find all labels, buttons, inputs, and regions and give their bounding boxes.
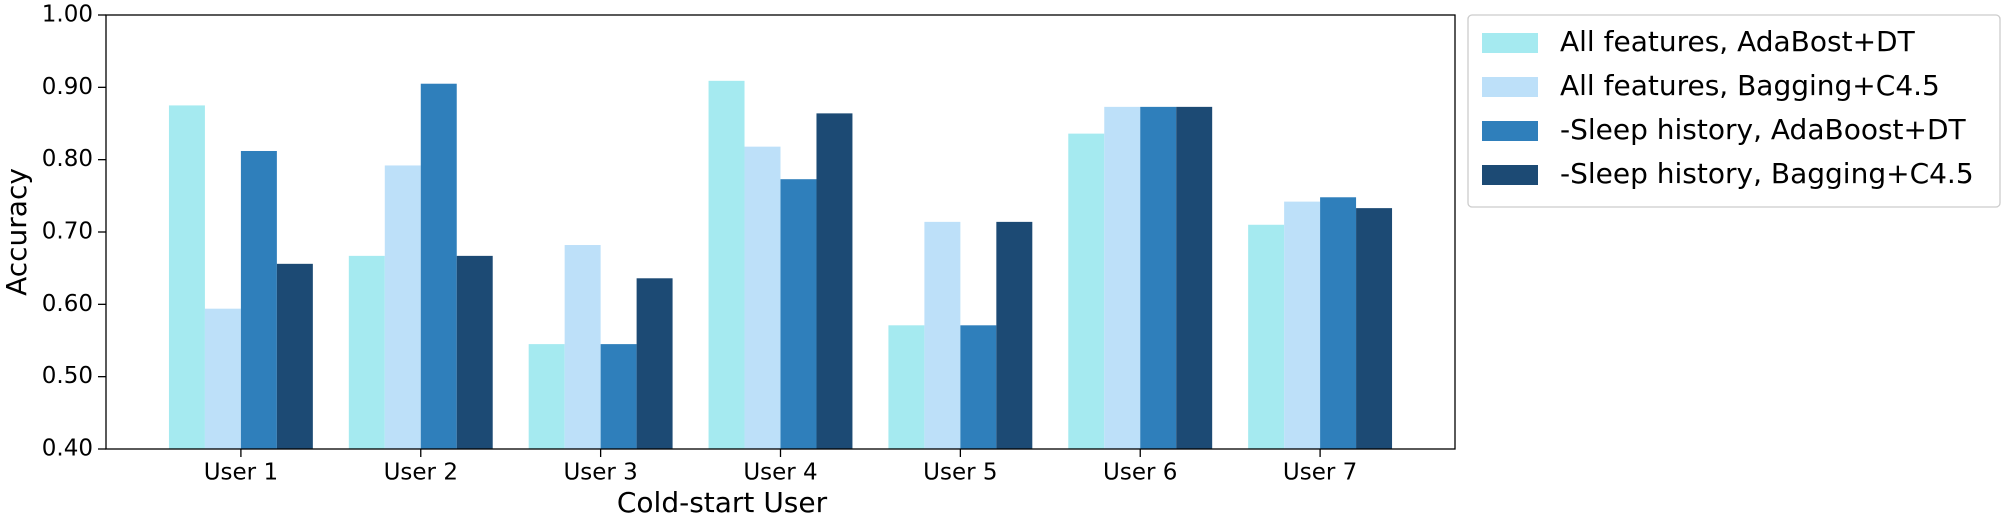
bar [168,105,205,450]
bar [564,245,601,449]
legend-swatch [1482,33,1538,53]
y-tick-label: 0.70 [42,219,93,245]
bar [708,80,745,449]
bar [1248,224,1285,449]
bar [636,278,673,449]
bar [420,83,457,449]
bar [924,221,961,449]
x-tick-label: User 7 [1283,460,1357,486]
bar [528,344,565,449]
legend-label: All features, AdaBost+DT [1560,25,1916,58]
y-axis-label: Accuracy [0,168,33,296]
legend-label: -Sleep history, Bagging+C4.5 [1560,157,1974,190]
y-tick-label: 0.50 [42,363,93,389]
x-tick-label: User 3 [563,460,637,486]
y-tick-label: 0.90 [42,74,93,100]
bar [240,150,277,449]
y-tick-label: 0.80 [42,146,93,172]
bar [204,308,241,449]
bar [1176,106,1213,449]
bar [276,263,313,449]
bar [348,255,385,449]
x-tick-label: User 6 [1103,460,1177,486]
legend-label: All features, Bagging+C4.5 [1560,69,1940,102]
plot-frame [105,14,1456,450]
bar [780,179,817,450]
x-axis-label: Cold-start User [617,486,828,519]
bar [1068,133,1105,450]
legend-swatch [1482,77,1538,97]
x-tick-label: User 1 [204,460,278,486]
bar [744,146,781,449]
bar [1284,201,1321,449]
bar [384,165,421,449]
legend-swatch [1482,121,1538,141]
x-tick-label: User 4 [743,460,817,486]
bar [1320,197,1357,449]
bar [996,221,1033,449]
bar [1356,208,1393,449]
legend-box [1467,14,2001,208]
bar [1104,106,1141,449]
bar [960,325,997,449]
bar [456,255,493,449]
bar [816,113,853,449]
bar [1140,106,1177,449]
legend-swatch [1482,165,1538,185]
y-tick-label: 0.60 [42,291,93,317]
legend-label: -Sleep history, AdaBoost+DT [1560,113,1967,146]
bar [600,344,637,449]
x-tick-label: User 5 [923,460,997,486]
x-tick-label: User 2 [384,460,458,486]
bar [888,325,925,449]
y-tick-label: 1.00 [42,2,93,28]
y-tick-label: 0.40 [42,436,93,462]
